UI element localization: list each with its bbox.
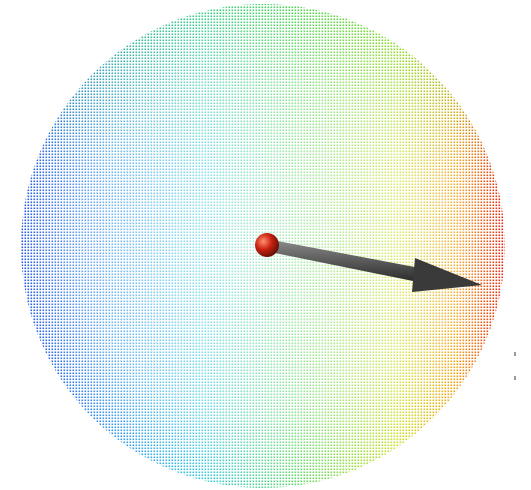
edge-artifact: [514, 376, 516, 380]
edge-artifact: [514, 352, 516, 356]
origin-ball: [255, 233, 279, 257]
page: [0, 0, 531, 490]
render-view: [0, 0, 531, 490]
